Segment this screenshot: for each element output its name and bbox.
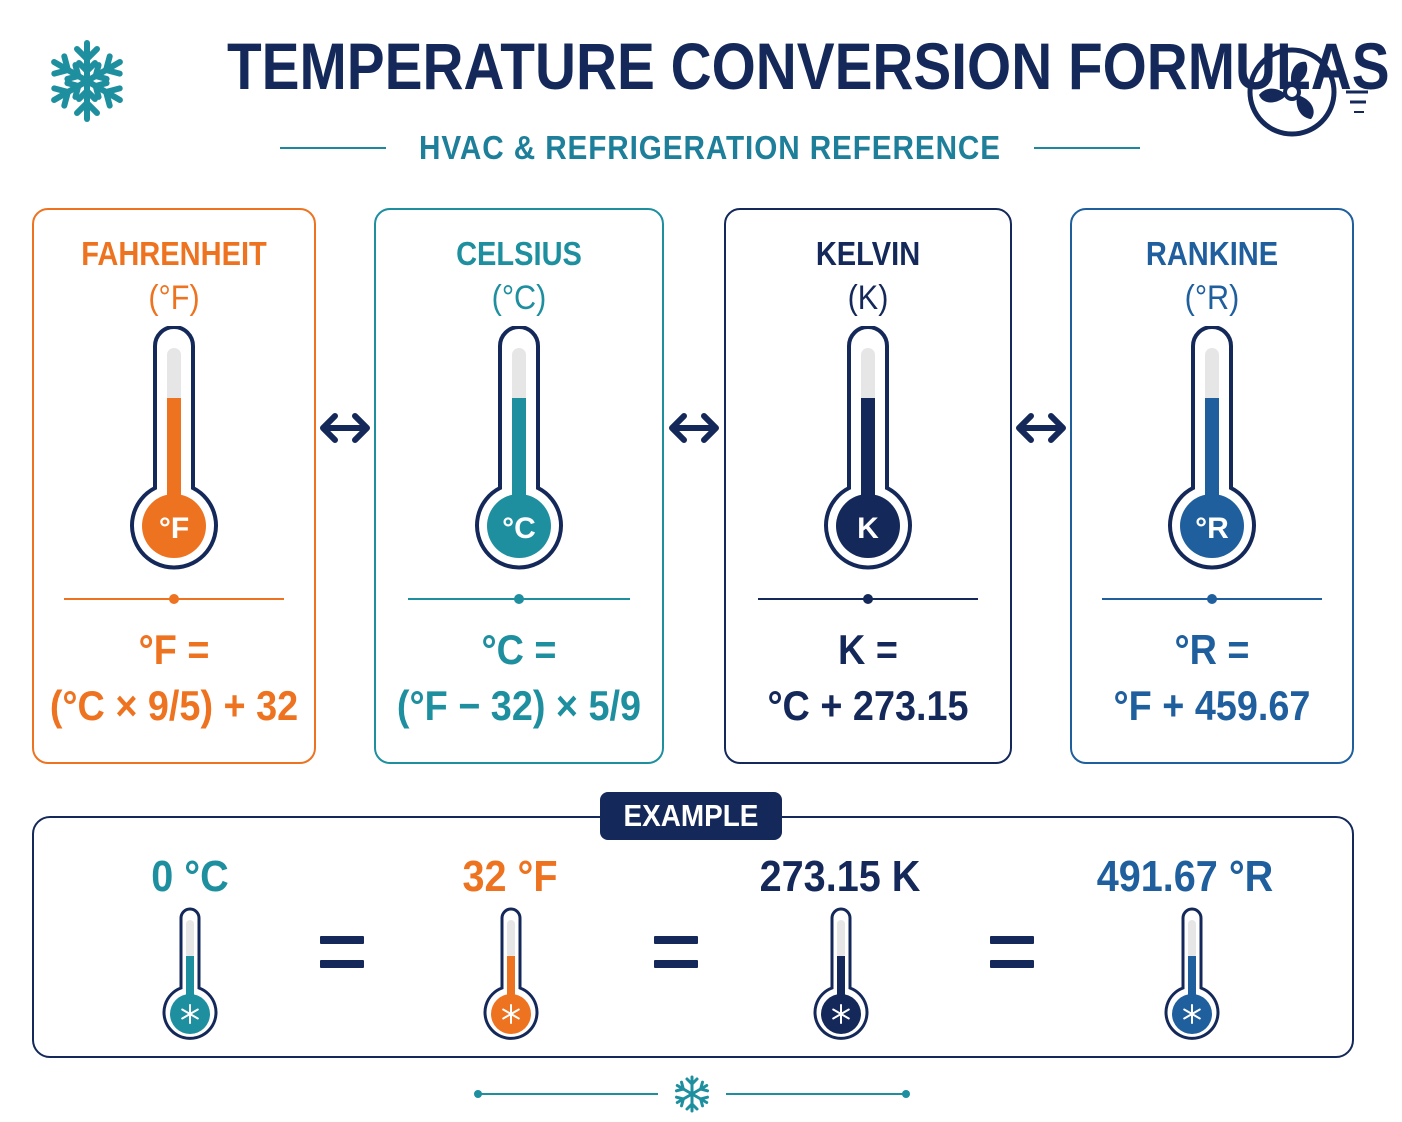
svg-text:°C: °C (502, 512, 536, 545)
thermometer-icon: °R (1167, 325, 1257, 586)
subtitle-row: HVAC & REFRIGERATION REFERENCE (280, 126, 1140, 170)
scale-name: RANKINE (1145, 235, 1279, 272)
subtitle-rule-left (280, 147, 386, 149)
double-arrow-icon (320, 413, 370, 443)
snowflake-icon-header (44, 38, 130, 124)
scale-name: FAHRENHEIT (81, 235, 267, 272)
card-kelvin: KELVIN (K) K K = °C + 273.15 (724, 208, 1012, 764)
footer-ornament (470, 1072, 914, 1116)
divider-dot (1207, 594, 1217, 604)
small-thermometer-icon (1162, 906, 1222, 1042)
small-thermometer-icon (811, 906, 871, 1042)
formula-line-2: (°F − 32) × 5/9 (396, 682, 642, 729)
equals-sign (654, 936, 698, 970)
equals-sign (990, 936, 1034, 970)
example-value-celsius: 0 °C (151, 852, 229, 901)
formula-line-1: K = (838, 626, 898, 673)
formula-line-1: °F = (138, 626, 210, 673)
double-arrow-icon (669, 413, 719, 443)
subtitle-rule-right (1034, 147, 1140, 149)
scale-symbol: (K) (847, 279, 889, 317)
equals-sign (320, 936, 364, 970)
divider-dot (169, 594, 179, 604)
page-subtitle: HVAC & REFRIGERATION REFERENCE (419, 129, 1001, 166)
example-value-kelvin: 273.15 K (759, 852, 921, 901)
example-value-rankine: 491.67 °R (1096, 852, 1274, 901)
svg-text:°F: °F (159, 512, 189, 545)
fan-icon (1246, 46, 1370, 142)
small-thermometer-icon (160, 906, 220, 1042)
formula-line-2: (°C × 9/5) + 32 (49, 682, 299, 729)
example-label: EXAMPLE (623, 798, 759, 833)
page-title: TEMPERATURE CONVERSION FORMULAS (227, 29, 1390, 103)
formula-line-1: °R = (1174, 626, 1250, 673)
formula-line-2: °F + 459.67 (1113, 682, 1311, 729)
small-thermometer-icon (481, 906, 541, 1042)
thermometer-icon: °F (129, 325, 219, 586)
formula-line-2: °C + 273.15 (767, 682, 969, 729)
snowflake-icon-footer (673, 1075, 711, 1113)
example-badge: EXAMPLE (600, 792, 782, 840)
scale-symbol: (°R) (1184, 279, 1240, 317)
divider-dot (863, 594, 873, 604)
scale-name: KELVIN (815, 235, 921, 272)
scale-symbol: (°F) (148, 279, 200, 317)
thermometer-icon: °C (474, 325, 564, 586)
double-arrow-icon (1016, 413, 1066, 443)
thermometer-icon: K (823, 325, 913, 586)
formula-line-1: °C = (481, 626, 557, 673)
scale-name: CELSIUS (456, 235, 582, 272)
card-fahrenheit: FAHRENHEIT (°F) °F °F = (°C × 9/5) + 32 (32, 208, 316, 764)
example-value-fahrenheit: 32 °F (462, 852, 558, 901)
card-celsius: CELSIUS (°C) °C °C = (°F − 32) × 5/9 (374, 208, 664, 764)
svg-text:K: K (857, 512, 879, 545)
divider-dot (514, 594, 524, 604)
scale-symbol: (°C) (491, 279, 547, 317)
card-rankine: RANKINE (°R) °R °R = °F + 459.67 (1070, 208, 1354, 764)
svg-text:°R: °R (1195, 512, 1229, 545)
